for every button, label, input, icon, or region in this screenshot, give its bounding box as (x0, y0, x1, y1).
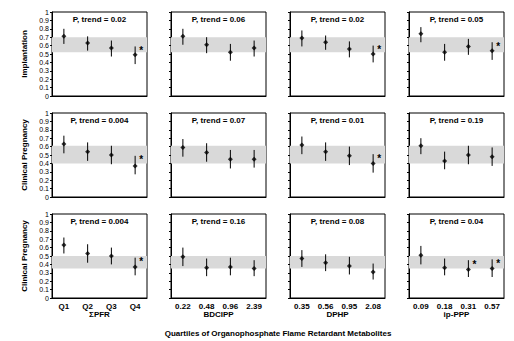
svg-text:ΣPFR: ΣPFR (89, 310, 110, 319)
svg-text:Quartiles of Organophosphate F: Quartiles of Organophosphate Flame Retar… (165, 329, 392, 338)
svg-text:0.6: 0.6 (39, 143, 49, 150)
svg-text:P, trend = 0.16: P, trend = 0.16 (192, 217, 246, 226)
svg-text:0.6: 0.6 (39, 244, 49, 251)
svg-text:Clinical Pregnancy: Clinical Pregnancy (20, 220, 29, 292)
svg-text:0.96: 0.96 (223, 302, 239, 311)
svg-text:*: * (472, 259, 476, 270)
svg-text:0.9: 0.9 (39, 118, 49, 125)
svg-text:1: 1 (45, 9, 49, 16)
svg-text:0.57: 0.57 (484, 302, 500, 311)
svg-text:0.2: 0.2 (39, 76, 49, 83)
svg-text:0.09: 0.09 (413, 302, 429, 311)
svg-text:P, trend = 0.004: P, trend = 0.004 (71, 217, 129, 226)
svg-text:0.7: 0.7 (39, 236, 49, 243)
svg-text:0.9: 0.9 (39, 17, 49, 24)
svg-text:0.9: 0.9 (39, 219, 49, 226)
svg-text:0: 0 (45, 93, 49, 100)
svg-text:0.48: 0.48 (199, 302, 215, 311)
svg-text:0.56: 0.56 (318, 302, 334, 311)
svg-text:0: 0 (45, 295, 49, 302)
svg-text:*: * (377, 44, 381, 55)
svg-text:0.7: 0.7 (39, 34, 49, 41)
svg-text:0.3: 0.3 (39, 67, 49, 74)
svg-text:0.95: 0.95 (342, 302, 358, 311)
svg-text:P, trend = 0.07: P, trend = 0.07 (192, 116, 246, 125)
svg-text:Implantation: Implantation (20, 30, 29, 78)
svg-text:0.1: 0.1 (39, 84, 49, 91)
svg-text:P, trend = 0.02: P, trend = 0.02 (73, 15, 127, 24)
svg-text:0.4: 0.4 (39, 160, 49, 167)
svg-text:0.1: 0.1 (39, 185, 49, 192)
svg-text:*: * (139, 256, 143, 267)
svg-text:0.22: 0.22 (175, 302, 191, 311)
svg-text:0.1: 0.1 (39, 286, 49, 293)
svg-text:0.8: 0.8 (39, 126, 49, 133)
svg-text:0.4: 0.4 (39, 261, 49, 268)
svg-text:P, trend = 0.004: P, trend = 0.004 (71, 116, 129, 125)
svg-text:Q3: Q3 (106, 302, 117, 311)
svg-text:P, trend = 0.02: P, trend = 0.02 (311, 15, 365, 24)
svg-text:Q2: Q2 (82, 302, 93, 311)
svg-text:*: * (139, 45, 143, 56)
svg-text:Q1: Q1 (59, 302, 70, 311)
svg-text:2.08: 2.08 (365, 302, 381, 311)
svg-text:0.18: 0.18 (437, 302, 453, 311)
svg-text:0: 0 (45, 194, 49, 201)
svg-text:0.7: 0.7 (39, 135, 49, 142)
svg-text:DPHP: DPHP (326, 310, 349, 319)
svg-text:2.39: 2.39 (246, 302, 262, 311)
svg-text:P, trend = 0.05: P, trend = 0.05 (430, 15, 484, 24)
svg-text:BDCIPP: BDCIPP (203, 310, 234, 319)
svg-text:*: * (377, 153, 381, 164)
svg-text:P, trend = 0.08: P, trend = 0.08 (311, 217, 365, 226)
svg-text:0.6: 0.6 (39, 42, 49, 49)
svg-text:0.8: 0.8 (39, 25, 49, 32)
svg-text:Q4: Q4 (130, 302, 141, 311)
svg-text:ip-PPP: ip-PPP (444, 310, 470, 319)
svg-text:0.31: 0.31 (461, 302, 477, 311)
svg-text:0.2: 0.2 (39, 177, 49, 184)
svg-text:0.2: 0.2 (39, 278, 49, 285)
svg-text:1: 1 (45, 211, 49, 218)
svg-text:P, trend = 0.01: P, trend = 0.01 (311, 116, 365, 125)
svg-text:0.8: 0.8 (39, 227, 49, 234)
svg-text:Clinical Pregnancy: Clinical Pregnancy (20, 119, 29, 191)
svg-text:P, trend = 0.06: P, trend = 0.06 (192, 15, 246, 24)
svg-text:0.3: 0.3 (39, 168, 49, 175)
svg-text:*: * (139, 154, 143, 165)
svg-text:P, trend = 0.04: P, trend = 0.04 (430, 217, 484, 226)
svg-text:0.35: 0.35 (294, 302, 310, 311)
svg-text:1: 1 (45, 110, 49, 117)
svg-text:0.4: 0.4 (39, 59, 49, 66)
svg-text:*: * (496, 41, 500, 52)
svg-text:0.3: 0.3 (39, 269, 49, 276)
svg-text:P, trend = 0.19: P, trend = 0.19 (430, 116, 484, 125)
svg-text:0.5: 0.5 (39, 253, 49, 260)
svg-text:0.5: 0.5 (39, 51, 49, 58)
svg-text:0.5: 0.5 (39, 152, 49, 159)
svg-text:*: * (496, 258, 500, 269)
